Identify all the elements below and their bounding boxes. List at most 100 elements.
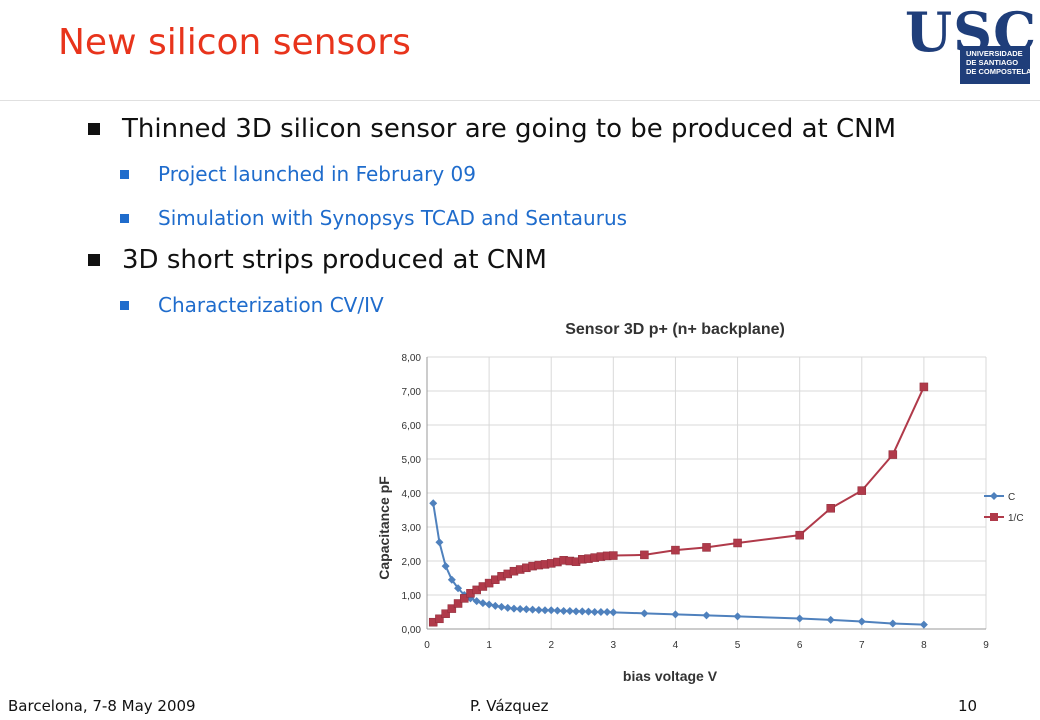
data-point-c xyxy=(702,611,711,620)
legend-marker xyxy=(990,492,998,500)
data-point-c xyxy=(559,606,568,615)
data-point-c xyxy=(919,620,928,629)
data-point-inv-c xyxy=(919,382,929,392)
data-point-c xyxy=(857,617,866,626)
data-point-c xyxy=(795,614,804,623)
x-tick-label: 3 xyxy=(611,640,617,651)
x-tick-label: 2 xyxy=(548,640,554,651)
legend-marker xyxy=(990,513,998,521)
data-point-c xyxy=(826,615,835,624)
data-point-c xyxy=(528,605,537,614)
data-point-c xyxy=(522,605,531,614)
data-point-c xyxy=(429,499,438,508)
y-tick-label: 4,00 xyxy=(402,489,422,500)
x-tick-label: 6 xyxy=(797,640,803,651)
data-point-inv-c xyxy=(447,604,457,613)
x-tick-label: 7 xyxy=(859,640,865,651)
data-point-c xyxy=(435,538,444,547)
x-axis-label: bias voltage V xyxy=(623,668,718,684)
tick-layer: 0,00 1,00 2,00 3,00 4,00 5,00 6,00 7,00 8,00 0 1 2 3… xyxy=(402,353,990,651)
data-point-c xyxy=(534,605,543,614)
data-point-c xyxy=(441,562,450,571)
footer-page-number: 10 xyxy=(958,697,978,715)
footer-left: Barcelona, 7-8 May 2009 xyxy=(8,697,196,715)
data-point-c xyxy=(553,606,562,615)
sub-bullet-text: Simulation with Synopsys TCAD and Sentau… xyxy=(158,206,628,230)
data-point-inv-c xyxy=(435,614,444,624)
bullet-square-icon xyxy=(88,123,100,135)
data-point-c xyxy=(609,608,618,617)
sub-bullet-square-icon xyxy=(120,170,129,179)
bullet-text: 3D short strips produced at CNM xyxy=(122,245,547,275)
y-tick-label: 3,00 xyxy=(402,523,422,534)
data-point-c xyxy=(547,606,556,615)
chart-title: Sensor 3D p+ (n+ backplane) xyxy=(565,321,785,338)
data-point-c xyxy=(491,601,500,610)
bullet-text: Thinned 3D silicon sensor are going to b… xyxy=(122,114,897,144)
header-divider xyxy=(0,100,1040,101)
data-point-c xyxy=(578,607,587,616)
series-layer xyxy=(428,382,929,629)
data-point-inv-c xyxy=(702,543,711,552)
data-point-c xyxy=(509,604,518,613)
data-point-c xyxy=(603,608,612,616)
data-point-c xyxy=(733,612,742,621)
data-point-c xyxy=(485,600,494,609)
data-point-inv-c xyxy=(609,551,618,560)
data-point-c xyxy=(888,619,897,628)
usc-logo: USC UNIVERSIDADE DE SANTIAGO DE COMPOSTE… xyxy=(905,0,1036,84)
series-line-inv-c xyxy=(432,386,925,624)
data-point-inv-c xyxy=(826,504,835,513)
data-point-c xyxy=(671,610,680,619)
x-tick-label: 0 xyxy=(424,640,430,651)
data-point-inv-c xyxy=(857,486,867,495)
x-tick-label: 4 xyxy=(673,640,679,651)
y-tick-label: 7,00 xyxy=(402,387,422,398)
data-point-c xyxy=(584,607,593,616)
logo-line: UNIVERSIDADE xyxy=(966,49,1023,58)
data-point-inv-c xyxy=(453,599,463,608)
data-point-c xyxy=(503,603,512,612)
y-tick-label: 1,00 xyxy=(402,591,422,602)
y-tick-label: 8,00 xyxy=(402,353,422,364)
sub-bullet-square-icon xyxy=(120,301,129,310)
logo-line: DE SANTIAGO xyxy=(966,58,1019,67)
x-tick-label: 9 xyxy=(983,640,989,651)
data-point-c xyxy=(640,609,649,618)
data-point-c xyxy=(447,575,456,584)
data-point-c xyxy=(497,602,506,611)
data-point-inv-c xyxy=(460,594,469,603)
x-tick-label: 8 xyxy=(921,640,927,651)
y-axis-label: Capacitance pF xyxy=(376,476,392,580)
y-tick-label: 2,00 xyxy=(402,557,422,568)
x-tick-label: 5 xyxy=(735,640,741,651)
data-point-c xyxy=(596,608,605,616)
data-point-c xyxy=(472,597,481,606)
slide-title: New silicon sensors xyxy=(58,22,411,63)
legend: C 1/C xyxy=(984,492,1024,524)
data-point-inv-c xyxy=(640,550,649,560)
data-point-inv-c xyxy=(671,545,680,555)
logo-university-box: UNIVERSIDADE DE SANTIAGO DE COMPOSTELA xyxy=(960,46,1032,84)
grid-layer xyxy=(426,356,987,630)
data-point-c xyxy=(478,599,487,608)
sub-bullet-text: Project launched in February 09 xyxy=(158,162,476,186)
bullet-square-icon xyxy=(88,254,100,266)
logo-line: DE COMPOSTELA xyxy=(966,67,1032,76)
footer-center: P. Vázquez xyxy=(470,697,549,715)
data-point-c xyxy=(541,606,550,615)
sub-bullet-text: Characterization CV/IV xyxy=(158,293,384,317)
data-point-inv-c xyxy=(888,450,898,459)
data-point-c xyxy=(572,607,581,616)
data-point-inv-c xyxy=(441,609,450,618)
data-point-c xyxy=(590,608,599,616)
data-point-c xyxy=(454,584,463,593)
y-tick-label: 0,00 xyxy=(402,625,422,636)
legend-label: C xyxy=(1008,492,1015,503)
sub-bullet-square-icon xyxy=(120,214,129,223)
data-point-c xyxy=(516,604,525,613)
y-tick-label: 6,00 xyxy=(402,421,422,432)
legend-label: 1/C xyxy=(1008,513,1024,524)
data-point-inv-c xyxy=(733,538,742,548)
